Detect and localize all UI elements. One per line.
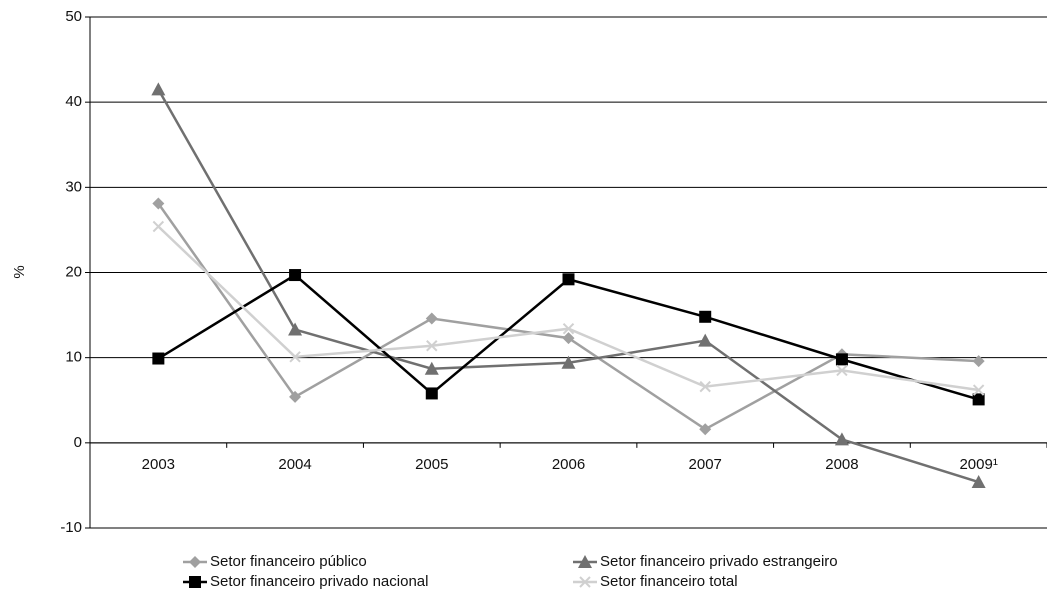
point bbox=[971, 475, 986, 489]
point bbox=[699, 380, 711, 393]
x-tick-label: 2003 bbox=[142, 456, 175, 473]
point bbox=[426, 340, 438, 352]
x-tick-label: 2006 bbox=[552, 456, 585, 473]
y-tick-label: 10 bbox=[65, 349, 82, 366]
point bbox=[562, 323, 575, 335]
point bbox=[562, 332, 575, 345]
point bbox=[835, 353, 848, 366]
point bbox=[289, 390, 302, 403]
point bbox=[699, 423, 712, 436]
y-axis-label: % bbox=[11, 265, 28, 278]
legend-label: Setor financeiro privado nacional bbox=[210, 573, 428, 590]
point bbox=[561, 355, 576, 369]
legend-marker bbox=[189, 576, 201, 588]
y-tick-label: 20 bbox=[65, 263, 82, 280]
y-tick-label: -10 bbox=[60, 519, 82, 536]
point bbox=[425, 387, 438, 400]
y-tick-label: 30 bbox=[65, 178, 82, 195]
x-tick-label: 2004 bbox=[278, 456, 311, 473]
point bbox=[152, 220, 165, 233]
point bbox=[699, 310, 712, 323]
point bbox=[288, 322, 303, 336]
series-line bbox=[157, 88, 980, 484]
y-tick-label: 50 bbox=[65, 8, 82, 25]
point bbox=[834, 432, 849, 446]
legend-label: Setor financeiro privado estrangeiro bbox=[600, 553, 838, 570]
legend-marker bbox=[579, 576, 591, 588]
x-tick-label: 2009¹ bbox=[959, 456, 997, 473]
legend-label: Setor financeiro público bbox=[210, 553, 367, 570]
point bbox=[836, 364, 848, 377]
y-tick-label: 40 bbox=[65, 93, 82, 110]
point bbox=[152, 197, 165, 210]
point bbox=[151, 82, 166, 96]
point bbox=[289, 269, 302, 282]
point bbox=[424, 361, 439, 375]
legend-marker bbox=[578, 555, 592, 568]
point bbox=[972, 384, 985, 396]
legend-label: Setor financeiro total bbox=[600, 573, 738, 590]
legend-marker bbox=[189, 556, 201, 568]
point bbox=[562, 273, 575, 286]
point bbox=[289, 351, 301, 363]
series-line bbox=[157, 202, 979, 431]
point bbox=[972, 355, 985, 368]
y-tick-label: 0 bbox=[74, 434, 82, 451]
point bbox=[972, 393, 985, 406]
point bbox=[698, 333, 713, 347]
x-tick-label: 2008 bbox=[825, 456, 858, 473]
point bbox=[152, 352, 165, 365]
point bbox=[425, 312, 438, 325]
x-tick-label: 2007 bbox=[689, 456, 722, 473]
x-tick-label: 2005 bbox=[415, 456, 448, 473]
